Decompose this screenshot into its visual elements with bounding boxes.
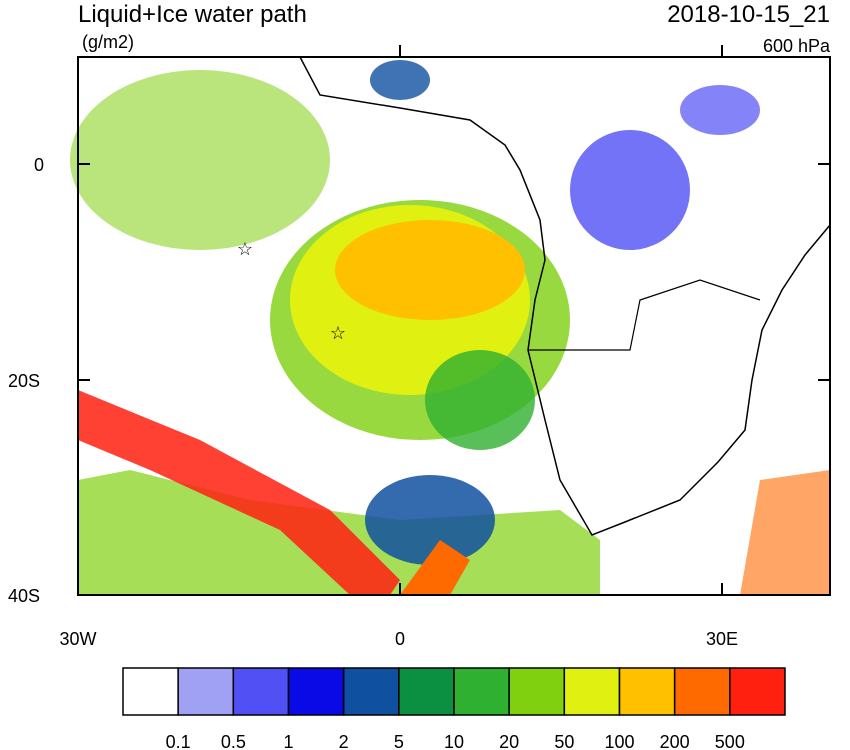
colorbar-label: 0.1 bbox=[166, 732, 191, 750]
colorbar-box bbox=[342, 667, 400, 716]
cloud-field bbox=[335, 220, 525, 320]
colorbar-label: 50 bbox=[554, 732, 574, 750]
colorbar-label: 200 bbox=[660, 732, 690, 750]
map-field: ☆ ☆ bbox=[70, 56, 831, 595]
colorbar-box bbox=[177, 667, 235, 716]
colorbar-box bbox=[398, 667, 455, 716]
cloud-band bbox=[740, 470, 830, 595]
units: (g/m2) bbox=[82, 32, 134, 52]
colorbar-label: 5 bbox=[394, 732, 404, 750]
colorbar-box bbox=[232, 667, 290, 716]
colorbar-label: 0.5 bbox=[221, 732, 246, 750]
borders bbox=[528, 279, 761, 351]
colorbar-label: 100 bbox=[604, 732, 634, 750]
level: 600 hPa bbox=[763, 36, 831, 56]
valid-time: 2018-10-15_21 bbox=[667, 1, 830, 28]
cloud-band bbox=[78, 390, 400, 595]
lon-label: 30W bbox=[59, 629, 96, 649]
cloud-field bbox=[680, 85, 760, 135]
colorbar-label: 10 bbox=[444, 732, 464, 750]
colorbar-box bbox=[453, 667, 510, 716]
colorbar-label: 500 bbox=[715, 732, 745, 750]
lat-label: 40S bbox=[8, 586, 40, 606]
map-frame bbox=[77, 45, 831, 596]
colorbar: 0.1 0.5 1 2 5 10 20 50 100 200 500 bbox=[122, 667, 786, 750]
cloud-field bbox=[365, 475, 495, 565]
lon-label: 0 bbox=[395, 629, 405, 649]
title: Liquid+Ice water path bbox=[78, 1, 307, 28]
lon-label: 30E bbox=[706, 629, 738, 649]
colorbar-box bbox=[618, 667, 676, 716]
cloud-field bbox=[70, 70, 330, 250]
colorbar-box bbox=[673, 667, 731, 716]
colorbar-label: 20 bbox=[499, 732, 519, 750]
colorbar-label: 2 bbox=[339, 732, 349, 750]
colorbar-box bbox=[287, 667, 345, 716]
site-marker: ☆ bbox=[237, 239, 253, 259]
cloud-field bbox=[570, 130, 690, 250]
cloud-field bbox=[370, 60, 430, 100]
lat-label: 20S bbox=[8, 371, 40, 391]
colorbar-box bbox=[729, 667, 786, 716]
cloud-field bbox=[425, 350, 535, 450]
colorbar-box bbox=[563, 667, 621, 716]
colorbar-box bbox=[508, 667, 566, 716]
site-marker: ☆ bbox=[330, 323, 346, 343]
colorbar-box bbox=[122, 667, 179, 716]
frame bbox=[77, 56, 831, 596]
colorbar-label: 1 bbox=[283, 732, 293, 750]
lat-label: 0 bbox=[34, 155, 44, 175]
coastline bbox=[299, 56, 831, 536]
cloud-band bbox=[400, 540, 470, 595]
